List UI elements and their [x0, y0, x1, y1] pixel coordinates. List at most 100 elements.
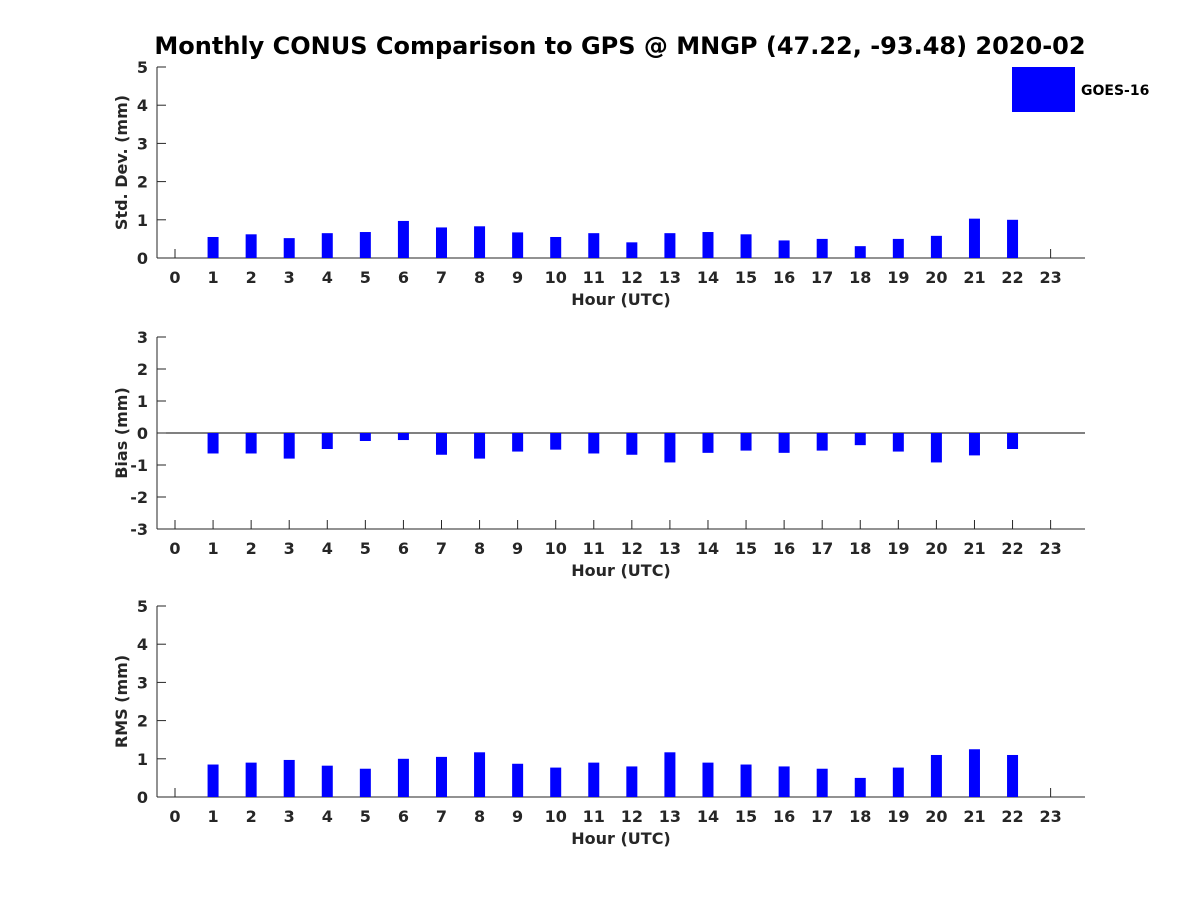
std-x-tick-label: 18 [849, 268, 871, 287]
rms-x-tick-label: 7 [436, 807, 447, 826]
bias-x-tick-label: 6 [398, 539, 409, 558]
rms-bar [702, 762, 714, 797]
rms-x-tick-label: 22 [1001, 807, 1023, 826]
rms-bar [397, 758, 409, 797]
std-x-tick-label: 6 [398, 268, 409, 287]
bias-y-tick-label: 1 [137, 392, 148, 411]
std-x-tick-label: 16 [773, 268, 795, 287]
rms-bar [512, 763, 524, 797]
bias-x-tick-label: 0 [169, 539, 180, 558]
rms-x-tick-label: 19 [887, 807, 909, 826]
rms-y-axis-label: RMS (mm) [112, 655, 131, 748]
bias-bar [512, 433, 524, 452]
rms-y-tick-label: 5 [137, 597, 148, 616]
bias-bar [397, 433, 409, 441]
std-bar [435, 227, 447, 258]
rms-bar [930, 754, 942, 797]
std-x-tick-label: 3 [284, 268, 295, 287]
legend-label: GOES-16 [1081, 83, 1149, 99]
bias-x-tick-label: 2 [246, 539, 257, 558]
std-bar [359, 232, 371, 258]
std-bar [245, 234, 257, 258]
std-bar [1007, 219, 1019, 258]
rms-x-tick-label: 0 [169, 807, 180, 826]
bias-x-tick-label: 14 [697, 539, 719, 558]
bias-bar [664, 433, 676, 463]
std-x-tick-label: 4 [322, 268, 333, 287]
std-y-tick-label: 2 [137, 173, 148, 192]
std-bar [664, 233, 676, 258]
rms-x-tick-label: 21 [963, 807, 985, 826]
std-bar [207, 236, 219, 258]
bias-bar [245, 433, 257, 454]
std-bar [816, 238, 828, 258]
rms-x-tick-label: 17 [811, 807, 833, 826]
std-x-tick-label: 10 [545, 268, 567, 287]
rms-bar [588, 762, 600, 797]
std-bar [512, 232, 524, 258]
bias-bar [550, 433, 562, 450]
std-x-tick-label: 5 [360, 268, 371, 287]
rms-x-tick-label: 10 [545, 807, 567, 826]
std-x-tick-label: 9 [512, 268, 523, 287]
rms-bar [1007, 754, 1019, 797]
bias-bar [892, 433, 904, 452]
rms-y-tick-label: 1 [137, 750, 148, 769]
rms-x-tick-label: 14 [697, 807, 719, 826]
std-bar [854, 246, 866, 258]
std-y-tick-label: 4 [137, 96, 148, 115]
bias-y-tick-label: -3 [130, 520, 148, 539]
std-x-tick-label: 14 [697, 268, 719, 287]
bias-x-tick-label: 15 [735, 539, 757, 558]
rms-bar [321, 765, 333, 797]
bias-x-tick-label: 18 [849, 539, 871, 558]
std-bar [626, 242, 638, 258]
rms-bar [207, 764, 219, 797]
std-y-tick-label: 1 [137, 211, 148, 230]
rms-x-tick-label: 18 [849, 807, 871, 826]
rms-bar [854, 777, 866, 797]
rms-bar [245, 762, 257, 797]
std-bar [474, 226, 486, 258]
rms-bar [474, 752, 486, 797]
std-bar [968, 218, 980, 258]
rms-x-tick-label: 5 [360, 807, 371, 826]
bias-bar [588, 433, 600, 454]
bias-bar [702, 433, 714, 453]
rms-bar [359, 768, 371, 797]
bias-x-tick-label: 16 [773, 539, 795, 558]
rms-x-tick-label: 11 [583, 807, 605, 826]
bias-x-tick-label: 22 [1001, 539, 1023, 558]
rms-x-tick-label: 15 [735, 807, 757, 826]
bias-x-tick-label: 9 [512, 539, 523, 558]
std-bar [740, 234, 752, 258]
std-x-tick-label: 1 [207, 268, 218, 287]
bias-bar [854, 433, 866, 446]
bias-x-tick-label: 12 [621, 539, 643, 558]
bias-x-axis-label: Hour (UTC) [571, 561, 671, 580]
std-x-tick-label: 8 [474, 268, 485, 287]
rms-x-tick-label: 20 [925, 807, 947, 826]
std-dev-y-axis-label: Std. Dev. (mm) [112, 95, 131, 230]
bias-y-tick-label: -1 [130, 456, 148, 475]
bias-y-tick-label: 3 [137, 328, 148, 347]
rms-bar [778, 766, 790, 797]
rms-y-tick-label: 2 [137, 712, 148, 731]
rms-x-tick-label: 2 [246, 807, 257, 826]
std-bar [321, 233, 333, 258]
rms-bar [892, 767, 904, 797]
std-y-tick-label: 0 [137, 249, 148, 268]
bias-bar [816, 433, 828, 451]
bias-x-tick-label: 11 [583, 539, 605, 558]
std-x-tick-label: 11 [583, 268, 605, 287]
rms-x-tick-label: 6 [398, 807, 409, 826]
std-bar [778, 240, 790, 258]
std-x-tick-label: 0 [169, 268, 180, 287]
rms-y-tick-label: 4 [137, 635, 148, 654]
bias-x-tick-label: 8 [474, 539, 485, 558]
bias-x-tick-label: 1 [207, 539, 218, 558]
std-x-tick-label: 19 [887, 268, 909, 287]
std-x-tick-label: 15 [735, 268, 757, 287]
rms-x-tick-label: 4 [322, 807, 333, 826]
